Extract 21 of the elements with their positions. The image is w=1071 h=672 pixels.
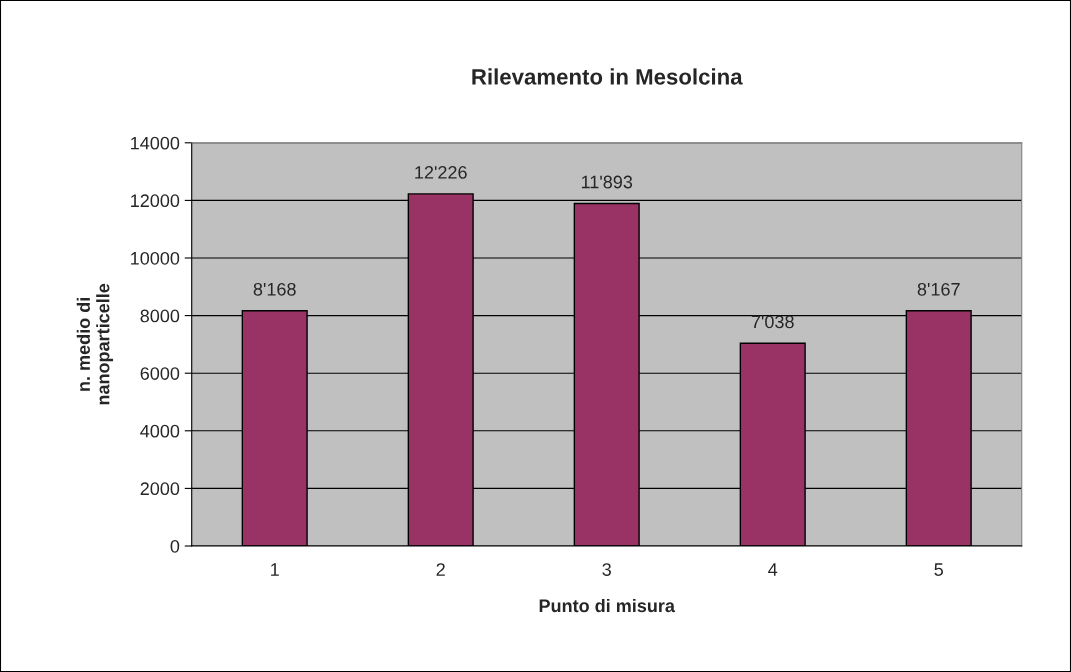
- y-tick-label: 4000: [140, 424, 180, 438]
- x-axis-title: Punto di misura: [539, 598, 676, 613]
- y-tick-label: 2000: [140, 482, 180, 496]
- y-tick-label: 10000: [131, 251, 180, 265]
- data-label: 11'893: [581, 175, 633, 189]
- x-tick-label: 1: [271, 563, 279, 576]
- y-tick-label: 8000: [140, 309, 180, 323]
- x-tick-label: 3: [602, 563, 611, 576]
- y-axis-title: n. medio di nanoparticelle: [76, 283, 114, 405]
- x-tick-label: 2: [436, 563, 445, 576]
- data-label: 7'038: [751, 315, 794, 329]
- y-tick-label: 6000: [140, 367, 180, 380]
- chart-title: Rilevamento in Mesolcina: [472, 68, 743, 85]
- y-tick-label: 14000: [131, 136, 180, 150]
- y-tick-label: 0: [170, 539, 180, 553]
- data-label: 8'167: [917, 282, 960, 296]
- data-label: 12'226: [415, 166, 467, 179]
- y-tick-label: 12000: [131, 194, 180, 208]
- data-label: 8'168: [253, 282, 296, 296]
- x-tick-label: 4: [768, 563, 778, 576]
- x-tick-label: 5: [934, 563, 943, 576]
